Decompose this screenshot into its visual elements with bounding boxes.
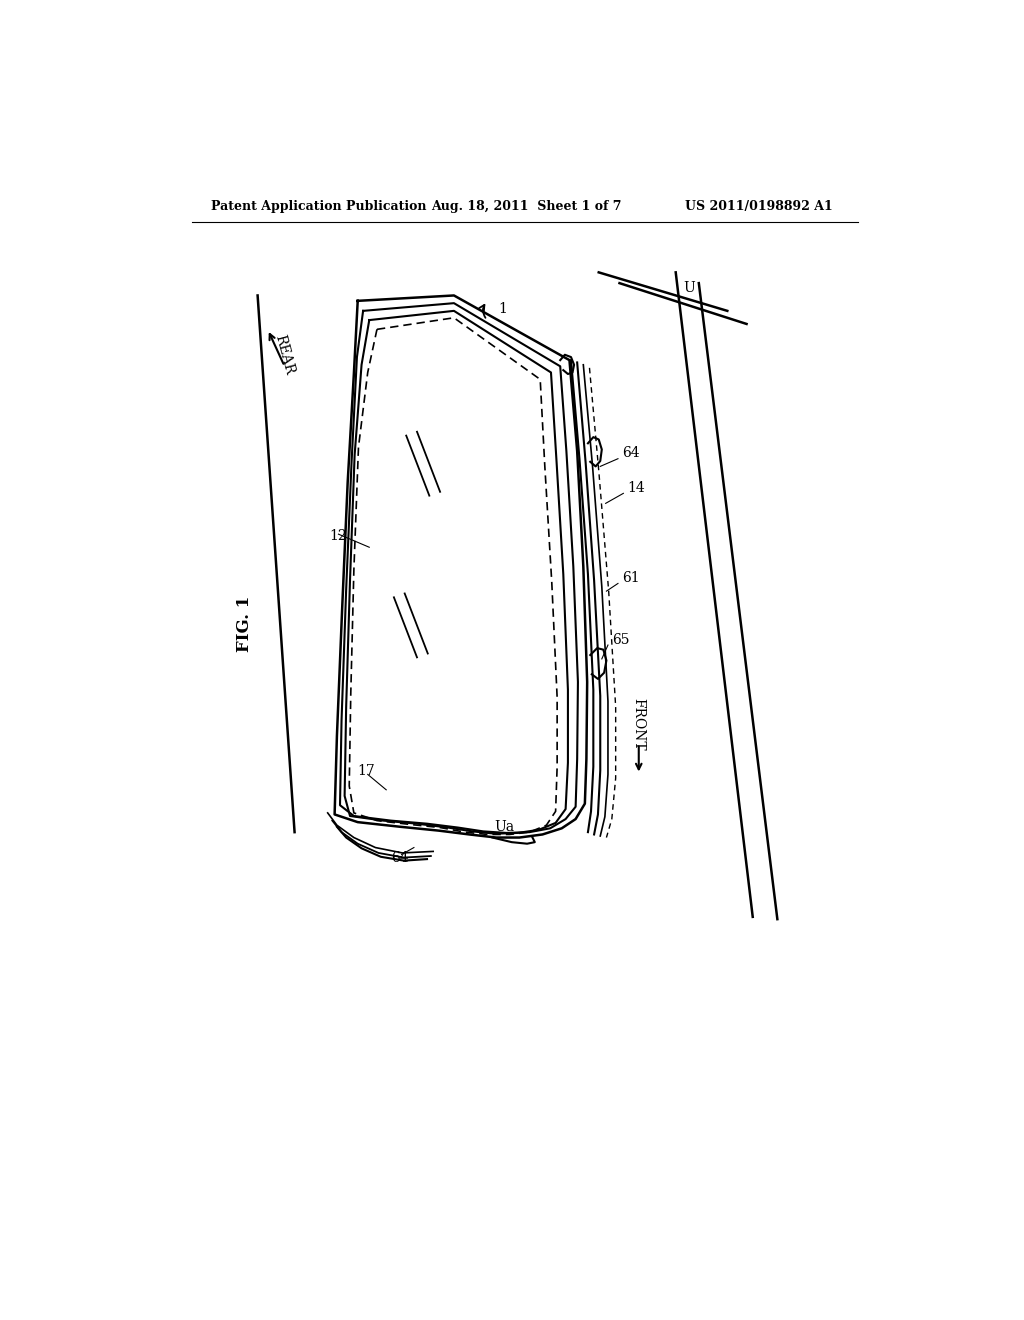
Text: Patent Application Publication: Patent Application Publication bbox=[211, 201, 427, 214]
Text: US 2011/0198892 A1: US 2011/0198892 A1 bbox=[685, 201, 833, 214]
Text: FRONT: FRONT bbox=[632, 698, 646, 751]
Text: 14: 14 bbox=[628, 480, 645, 495]
Text: 64: 64 bbox=[622, 446, 639, 459]
Text: 1: 1 bbox=[499, 301, 508, 315]
Text: 12: 12 bbox=[330, 529, 347, 543]
Text: REAR: REAR bbox=[272, 333, 297, 376]
Text: 65: 65 bbox=[611, 632, 630, 647]
Text: Ua: Ua bbox=[494, 820, 514, 834]
Text: 17: 17 bbox=[357, 763, 376, 777]
Text: 64: 64 bbox=[391, 850, 409, 865]
Text: 61: 61 bbox=[622, 572, 639, 585]
Text: Aug. 18, 2011  Sheet 1 of 7: Aug. 18, 2011 Sheet 1 of 7 bbox=[431, 201, 622, 214]
Text: FIG. 1: FIG. 1 bbox=[236, 597, 253, 652]
Text: U: U bbox=[683, 281, 695, 294]
